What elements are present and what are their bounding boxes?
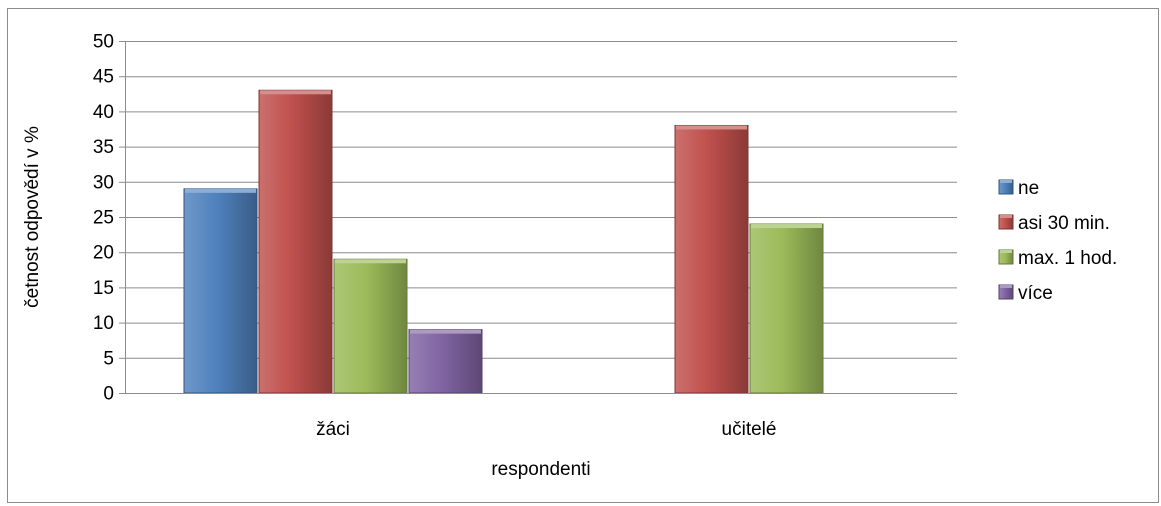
bar-body xyxy=(258,89,333,394)
bar-top-highlight xyxy=(676,125,747,130)
y-tick-label: 40 xyxy=(93,102,114,123)
y-tick-label: 45 xyxy=(93,67,114,88)
bar-body xyxy=(183,188,258,394)
legend-item: ne xyxy=(998,178,1039,199)
bar xyxy=(258,89,333,394)
y-tick-label: 0 xyxy=(103,384,114,405)
chart-frame xyxy=(7,8,1159,503)
legend-swatch-highlight xyxy=(1000,215,1012,218)
x-tick-label: žáci xyxy=(316,419,350,440)
bar xyxy=(183,188,258,394)
y-tick-label: 25 xyxy=(93,208,114,229)
legend-label: více xyxy=(1018,283,1053,304)
bar-top-highlight xyxy=(185,188,256,193)
legend-item: více xyxy=(998,283,1053,304)
x-tick-label: učitelé xyxy=(722,419,777,440)
legend-label: asi 30 min. xyxy=(1018,213,1110,234)
bar-body xyxy=(333,258,408,394)
bar xyxy=(408,329,483,394)
bar-top-highlight xyxy=(260,90,331,95)
legend-swatch-highlight xyxy=(1000,180,1012,183)
bar-top-highlight xyxy=(751,224,822,229)
y-tick-label: 30 xyxy=(93,172,114,193)
legend-swatch-highlight xyxy=(1000,285,1012,288)
bar-body xyxy=(749,223,824,394)
bars xyxy=(183,89,824,394)
bar-top-highlight xyxy=(335,259,406,264)
legend-swatch-highlight xyxy=(1000,250,1012,253)
bar xyxy=(674,124,749,394)
y-axis-title: četnost odpovědí v % xyxy=(22,126,43,308)
legend-label: ne xyxy=(1018,178,1039,199)
bar xyxy=(749,223,824,394)
bar xyxy=(333,258,408,394)
y-tick-label: 15 xyxy=(93,278,114,299)
y-tick-label: 35 xyxy=(93,137,114,158)
axes: 0 5 10 15 20 25 30 35 40 45 50 žáci učitelé xyxy=(93,32,957,440)
y-tick-label: 20 xyxy=(93,243,114,264)
legend: ne asi 30 min. max. 1 hod. více xyxy=(998,178,1117,304)
legend-label: max. 1 hod. xyxy=(1018,248,1117,269)
y-tick-label: 5 xyxy=(103,348,114,369)
bar-body xyxy=(674,124,749,394)
legend-item: max. 1 hod. xyxy=(998,248,1117,269)
y-tick-label: 10 xyxy=(93,313,114,334)
x-axis-title: respondenti xyxy=(491,459,590,480)
legend-item: asi 30 min. xyxy=(998,213,1110,234)
bar-body xyxy=(408,329,483,394)
bar-top-highlight xyxy=(410,329,481,334)
y-tick-label: 50 xyxy=(93,32,114,53)
